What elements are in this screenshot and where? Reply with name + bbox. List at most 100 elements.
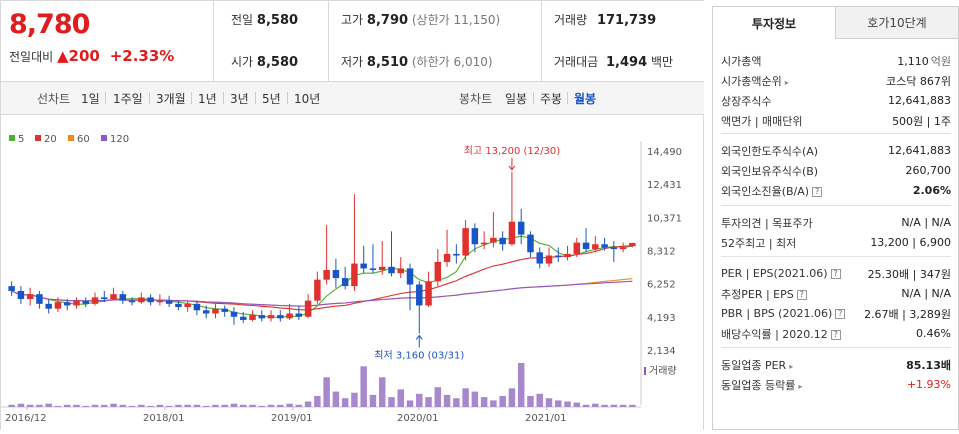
prev-close: 전일 8,580: [231, 13, 299, 28]
volume-bar: [378, 377, 386, 407]
volume-bar: [564, 401, 571, 407]
candle-body: [286, 313, 293, 319]
candle-body: [564, 253, 571, 258]
volume-bar: [304, 401, 312, 407]
info-row[interactable]: 동일업종 등락률 ▸ +1.93%: [721, 375, 951, 394]
volume-bar: [175, 404, 182, 407]
info-row: 상장주식수 12,641,883: [721, 91, 951, 110]
candle-body: [82, 300, 89, 304]
candle-body: [341, 278, 349, 287]
candle-body: [490, 237, 497, 243]
period-3m[interactable]: 3개월: [156, 92, 186, 106]
help-icon[interactable]: ?: [796, 289, 807, 300]
candle-body: [304, 300, 312, 317]
candle-body: [230, 311, 238, 317]
candle-body: [91, 297, 99, 304]
info-row-value: 500원 | 1주: [892, 114, 951, 128]
info-row-label: 시가총액: [721, 54, 762, 68]
volume-bar: [434, 387, 442, 407]
volume: 거래량 171,739: [554, 13, 657, 28]
info-row-value: 12,641,883: [888, 94, 951, 107]
current-price: 8,780: [9, 9, 90, 40]
info-row-value: N/A | N/A: [901, 287, 951, 300]
info-row-label: 상장주식수: [721, 94, 772, 108]
legend-label: 5: [18, 134, 24, 145]
tab-order-book[interactable]: 호가10단계: [836, 7, 958, 39]
period-1d[interactable]: 1일: [81, 92, 100, 106]
change-row: 전일대비 ▲200 +2.33%: [9, 47, 174, 65]
volume-bar: [360, 366, 367, 407]
y-tick-label: 4,193: [647, 313, 676, 324]
volume-bar: [63, 404, 71, 407]
section-divider: [721, 347, 951, 348]
candle-body: [545, 255, 553, 264]
line-chart-button[interactable]: 선차트: [37, 92, 71, 106]
period-10y[interactable]: 10년: [294, 92, 321, 106]
info-row-label: 액면가 | 매매단위: [721, 114, 803, 128]
volume-bar: [601, 404, 608, 407]
candle-body: [17, 290, 25, 300]
help-icon[interactable]: ?: [830, 329, 841, 340]
info-row[interactable]: 동일업종 PER ▸ 85.13배: [721, 355, 951, 374]
help-icon[interactable]: ?: [835, 309, 846, 319]
candle-body: [45, 303, 52, 309]
candle-body: [453, 253, 460, 256]
period-5y[interactable]: 5년: [262, 92, 281, 106]
info-row-value: 2.06%: [912, 184, 951, 197]
info-row-value: 13,200 | 6,900: [870, 236, 951, 249]
candle-body: [416, 284, 423, 306]
volume-bar: [388, 397, 395, 407]
period-1y[interactable]: 1년: [198, 92, 217, 106]
help-icon[interactable]: ?: [830, 269, 841, 279]
info-row-value: 코스닥 867위: [886, 74, 951, 88]
candle-body: [351, 263, 358, 287]
period-1w[interactable]: 1주일: [113, 92, 143, 106]
volume-bar: [17, 403, 25, 407]
volume-bar: [165, 405, 173, 407]
candle-body: [258, 315, 266, 319]
info-row: PER | EPS(2021.06)? 25.30배 | 347원: [721, 264, 951, 283]
x-tick-label: 2020/01: [397, 413, 439, 424]
volume-bar: [582, 404, 590, 407]
info-row-label: 시가총액순위 ▸: [721, 74, 789, 88]
volume-bar: [230, 403, 238, 407]
volume-bar: [517, 363, 525, 407]
volume-bar: [592, 403, 599, 407]
info-row: 외국인소진율(B/A)? 2.06%: [721, 181, 951, 200]
price-chart: 5 20 60 120 거래량 14,490 12,431 10,371 8,312 6,25…: [0, 115, 704, 430]
candle-body: [527, 234, 534, 253]
candle-body: [555, 255, 562, 258]
section-divider: [721, 256, 951, 257]
info-row[interactable]: 시가총액순위 ▸ 코스닥 867위: [721, 71, 951, 90]
candle-daily[interactable]: 일봉: [505, 92, 528, 106]
volume-bar: [425, 397, 432, 407]
volume-bar: [128, 405, 136, 407]
candle-body: [369, 268, 377, 271]
candle-weekly[interactable]: 주봉: [540, 92, 563, 106]
info-row: 추정PER | EPS? N/A | N/A: [721, 284, 951, 303]
info-row-value: +1.93%: [906, 378, 951, 391]
info-row: 시가총액 1,110 억원: [721, 51, 951, 70]
info-row-value: 85.13배: [906, 358, 951, 372]
legend-label: 20: [44, 134, 57, 145]
up-triangle-icon: ▲: [57, 47, 69, 65]
help-icon[interactable]: ?: [812, 186, 823, 197]
period-3y[interactable]: 3년: [230, 92, 249, 106]
divider: [533, 92, 534, 104]
volume-bar: [323, 377, 330, 407]
volume-bar: [147, 405, 154, 407]
candle-body: [156, 300, 164, 303]
candle-monthly[interactable]: 월봉: [574, 92, 597, 106]
y-tick-label: 2,134: [647, 346, 676, 357]
volume-bar: [416, 393, 423, 407]
low-annotation: 최저 3,160 (03/31): [374, 349, 464, 361]
x-tick-label: 2018/01: [143, 413, 185, 424]
info-row-label: 배당수익률 | 2020.12?: [721, 326, 841, 342]
volume-bar: [527, 396, 534, 407]
volume-bar: [45, 403, 52, 407]
info-row-unit: 억원: [930, 54, 951, 68]
info-row-value: 260,700: [905, 164, 952, 177]
change-value: 200: [68, 47, 100, 65]
tab-invest-info[interactable]: 투자정보: [713, 7, 836, 39]
candle-chart-button[interactable]: 봉차트: [459, 92, 493, 106]
